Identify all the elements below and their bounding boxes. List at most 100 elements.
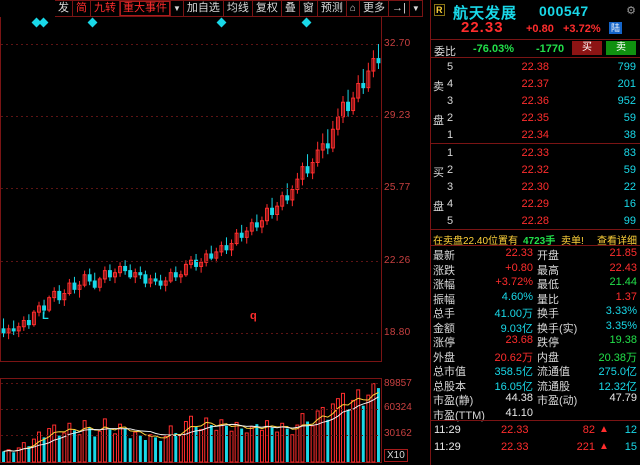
- volume-gridline-2: [1, 435, 381, 437]
- stock-code: 000547: [539, 3, 589, 19]
- volume-tick-2: 30162: [384, 428, 412, 440]
- chart-marker-q: q: [250, 310, 257, 322]
- sell-book-qty: 38: [623, 129, 636, 141]
- stat-value-right: 47.79: [609, 392, 637, 404]
- tick-price: 22.33: [501, 424, 529, 436]
- sell-book-price: 22.37: [521, 78, 549, 90]
- stat-value-right: 1.37: [615, 290, 637, 303]
- toolbar-button-6[interactable]: 均线: [223, 0, 253, 17]
- stat-key-right: 流通股: [537, 380, 570, 393]
- stat-row: 总股本 16.05亿 流通股 12.32亿: [431, 377, 640, 393]
- volume-chart-plot[interactable]: [0, 378, 382, 463]
- toolbar-button-0[interactable]: 发: [55, 0, 73, 17]
- sell-button[interactable]: 卖: [606, 41, 636, 55]
- stat-row: 振幅 4.60% 量比 1.37: [431, 290, 640, 306]
- tick-list: 11:29 22.33 82 ▲ 12 11:29 22.33 221 ▲ 15: [431, 420, 640, 455]
- buy-book-side-label: 盘: [433, 201, 444, 213]
- stat-value-left: 44.38: [505, 392, 533, 404]
- stat-row: 总手 41.00万 换手 3.33%: [431, 304, 640, 320]
- toolbar-button-9[interactable]: 窗: [299, 0, 318, 17]
- stat-key-right: 内盘: [537, 351, 559, 364]
- sell-book-price: 22.36: [521, 95, 549, 107]
- last-price: 22.33: [461, 19, 504, 36]
- buy-book-row[interactable]: 1 22.33 83: [431, 144, 640, 161]
- stat-key-right: 量比: [537, 293, 559, 306]
- toolbar-button-7[interactable]: 复权: [252, 0, 282, 17]
- tick-count: 12: [624, 424, 637, 436]
- stat-key-left: 涨跌: [433, 264, 455, 277]
- price-tick-2: 25.77: [384, 182, 411, 194]
- stat-value-right: 19.38: [609, 334, 637, 346]
- toolbar-button-3[interactable]: 重大事件: [120, 0, 171, 17]
- stat-value-right: 275.0亿: [598, 366, 637, 378]
- view-details-link[interactable]: 查看详细: [597, 236, 637, 247]
- stat-key-left: 市盈(静): [433, 395, 474, 407]
- buy-book-row[interactable]: 3 22.30 22: [431, 178, 640, 195]
- stat-key-right: 跌停: [537, 337, 559, 349]
- toolbar-button-14[interactable]: ▼: [409, 0, 423, 17]
- price-gridline-3: [1, 261, 381, 263]
- toolbar-button-5[interactable]: 加自选: [183, 0, 224, 17]
- buy-button[interactable]: 买: [572, 41, 602, 55]
- stat-key-right: 开盘: [537, 250, 559, 262]
- toolbar-button-4[interactable]: ▼: [171, 0, 184, 17]
- stat-value-right: 21.85: [609, 247, 637, 259]
- quote-panel: R 航天发展 000547 ⚙ 22.33 +0.80 +3.72% 陆 委比 …: [430, 0, 640, 465]
- change-absolute: +0.80: [526, 23, 554, 35]
- buy-book-qty: 83: [623, 147, 636, 159]
- stat-key-right: 换手(实): [537, 322, 578, 335]
- sell-book-row[interactable]: 2 22.35 59: [431, 109, 640, 126]
- buy-book-level: 3: [447, 181, 454, 193]
- sell-book-row[interactable]: 1 22.34 38: [431, 126, 640, 143]
- sell-book-level: 3: [447, 95, 454, 107]
- stat-value-left: 20.62万: [494, 351, 533, 364]
- toolbar-button-10[interactable]: 预测: [317, 0, 347, 17]
- sell-book-row[interactable]: 3 22.36 952: [431, 92, 640, 109]
- buy-book-row[interactable]: 5 22.28 99: [431, 212, 640, 229]
- tick-time: 11:29: [434, 424, 461, 436]
- buy-book-level: 4: [447, 198, 454, 210]
- price-gridline-0: [1, 44, 381, 46]
- price-chart-plot[interactable]: L q: [0, 17, 382, 362]
- sell-book-row[interactable]: 5 22.38 799: [431, 58, 640, 75]
- tick-row[interactable]: 11:29 22.33 82 ▲ 12: [431, 421, 640, 438]
- region-tag-icon: R: [434, 4, 445, 16]
- tick-price: 22.33: [501, 441, 529, 453]
- buy-book-qty: 99: [623, 215, 636, 227]
- banner-text-1: 在卖盘22.40位置有: [433, 236, 519, 247]
- buy-book-qty: 16: [623, 198, 636, 210]
- stat-key-left: 涨停: [433, 337, 455, 349]
- toolbar-button-8[interactable]: 叠: [281, 0, 300, 17]
- sell-book-qty: 799: [617, 61, 636, 73]
- sell-book-row[interactable]: 4 22.37 201: [431, 75, 640, 92]
- buy-book-level: 5: [447, 215, 454, 227]
- toolbar-button-2[interactable]: 九转: [91, 0, 120, 17]
- stat-row: 涨幅 +3.72% 最低 21.44: [431, 275, 640, 291]
- toolbar-button-11[interactable]: ⌂: [346, 0, 360, 17]
- stat-value-left: 22.33: [505, 247, 533, 259]
- buy-book-price: 22.33: [521, 147, 549, 159]
- toolbar-button-1[interactable]: 简: [73, 0, 91, 17]
- toolbar-button-12[interactable]: 更多: [359, 0, 389, 17]
- buy-book-price: 22.29: [521, 198, 549, 210]
- stat-row: 涨停 23.68 跌停 19.38: [431, 333, 640, 349]
- tick-volume: 221: [576, 441, 595, 453]
- stat-value-right: 20.38万: [598, 351, 637, 364]
- volume-axis: X10 89857 60324 30162: [382, 378, 430, 465]
- stat-value-left: 16.05亿: [494, 380, 533, 393]
- stat-value-left: 9.03亿: [500, 322, 533, 335]
- buy-book-row[interactable]: 4 22.29 16: [431, 195, 640, 212]
- buy-book-row[interactable]: 2 22.32 59: [431, 161, 640, 178]
- large-order-banner[interactable]: 在卖盘22.40位置有 4723手 卖单! 查看详细: [431, 230, 640, 247]
- sell-book-level: 5: [447, 61, 454, 73]
- buy-book-price: 22.28: [521, 215, 549, 227]
- gear-icon[interactable]: ⚙: [626, 5, 636, 17]
- toolbar-button-13[interactable]: →|: [388, 0, 410, 17]
- order-ratio-label: 委比: [434, 46, 456, 58]
- stat-row: 市盈(静) 44.38 市盈(动) 47.79: [431, 391, 640, 407]
- sell-book-level: 4: [447, 78, 454, 90]
- sell-book-side-label: 盘: [433, 115, 444, 127]
- stat-value-left: 23.68: [505, 334, 533, 346]
- tick-row[interactable]: 11:29 22.33 221 ▲ 15: [431, 438, 640, 455]
- buy-book-price: 22.30: [521, 181, 549, 193]
